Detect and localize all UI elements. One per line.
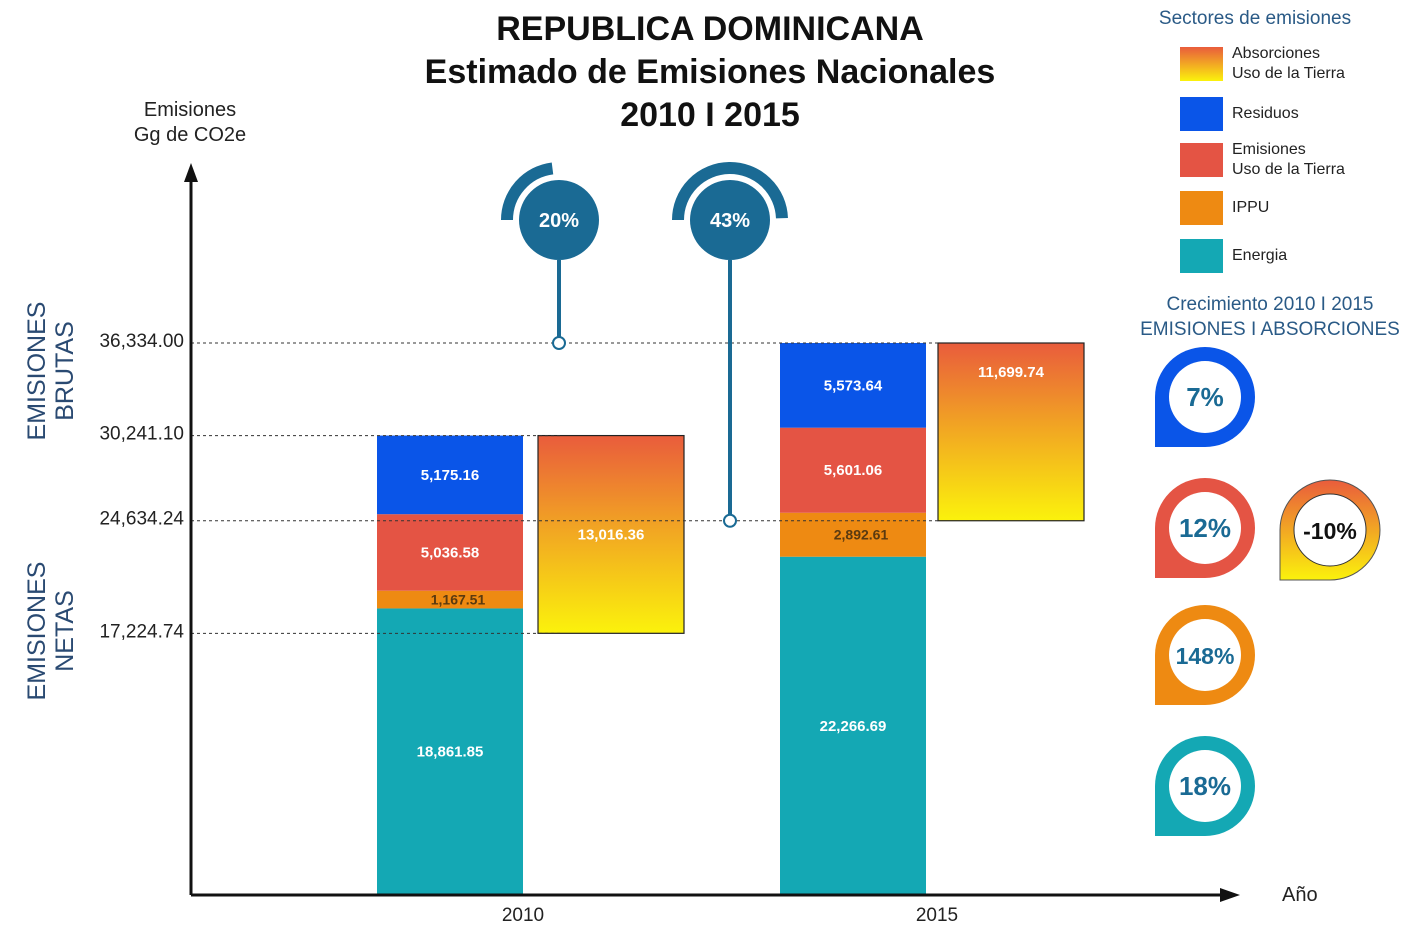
data-label: 1,167.51 xyxy=(431,592,486,608)
growth-marker-inner xyxy=(1169,361,1241,433)
data-label: 13,016.36 xyxy=(578,526,645,543)
title-line-2: Estimado de Emisiones Nacionales xyxy=(424,53,996,91)
growth-title-line-2: EMISIONES I ABSORCIONES xyxy=(1140,319,1400,340)
legend-swatch xyxy=(1180,191,1223,225)
bar-segment-ippu-2015 xyxy=(780,512,926,557)
legend-label: Energia xyxy=(1232,246,1287,266)
legend-title: Sectores de emisiones xyxy=(1158,8,1352,29)
bar-segment-energia-2010 xyxy=(377,608,523,895)
callout-pin xyxy=(552,336,566,350)
legend-item: Emisiones Uso de la Tierra xyxy=(1180,140,1345,180)
brutas-line-2: BRUTAS xyxy=(51,321,79,421)
bars-layer: 18,861.85 1,167.51 5,036.58 5,175.16 13,016.… xyxy=(377,342,1085,895)
data-label: 5,036.58 xyxy=(421,544,479,561)
y-axis-label: Emisiones Gg de CO2e xyxy=(100,98,280,148)
bar-segment-emisiones-uso-de-la-tierra-2015 xyxy=(780,427,926,513)
bar-segment-residuos-2015 xyxy=(780,343,926,428)
legend-label: IPPU xyxy=(1232,198,1269,218)
legend-item: IPPU xyxy=(1180,191,1269,225)
growth-callouts-layer: 20% 43% xyxy=(501,162,788,528)
callout-label: 20% xyxy=(539,210,579,232)
legend-label-line-1: Energia xyxy=(1232,247,1288,264)
callout-circle xyxy=(519,180,599,260)
x-tick-label: 2015 xyxy=(916,905,958,926)
legend-label-line-1: Emisiones xyxy=(1232,141,1306,158)
legend-item: Residuos xyxy=(1180,97,1299,131)
growth-marker-label: 12% xyxy=(1179,513,1231,543)
legend-swatch xyxy=(1180,143,1223,177)
growth-marker-label: 7% xyxy=(1186,382,1224,412)
callout-label: 43% xyxy=(710,210,750,232)
legend-label-line-1: IPPU xyxy=(1232,199,1270,216)
callout-pin xyxy=(723,513,737,528)
legend-item: Energia xyxy=(1180,239,1287,273)
legend-label-line-1: Residuos xyxy=(1232,105,1299,122)
callout-arc xyxy=(501,162,554,221)
legend-label: Residuos xyxy=(1232,104,1299,124)
growth-marker-inner xyxy=(1169,492,1241,564)
y-tick-label: 36,334.00 xyxy=(99,331,184,352)
netas-line-1: EMISIONES xyxy=(23,561,51,701)
growth-marker-label: -10% xyxy=(1303,518,1357,544)
chart-title: REPUBLICA DOMINICANA Estimado de Emision… xyxy=(380,8,1040,137)
callout-circle xyxy=(690,180,770,260)
data-label: 18,861.85 xyxy=(417,744,484,761)
growth-title-line-1: Crecimiento 2010 I 2015 xyxy=(1166,294,1374,315)
netas-line-2: NETAS xyxy=(51,590,79,672)
legend-label: Emisiones Uso de la Tierra xyxy=(1232,140,1345,180)
bar-segment-emisiones-uso-de-la-tierra-2010 xyxy=(377,514,523,591)
data-label: 5,601.06 xyxy=(824,462,882,479)
data-label: 5,573.64 xyxy=(824,377,883,394)
y-axis-label-line-1: Emisiones xyxy=(143,99,237,121)
bar-segment-ippu-2010 xyxy=(377,590,523,609)
legend-swatch xyxy=(1180,97,1223,131)
title-line-1: REPUBLICA DOMINICANA xyxy=(496,10,924,48)
title-line-3: 2010 I 2015 xyxy=(620,96,800,134)
growth-marker-inner xyxy=(1169,750,1241,822)
y-tick-label: 30,241.10 xyxy=(99,424,184,445)
x-axis-arrow xyxy=(1220,888,1240,902)
y-tick-label: 24,634.24 xyxy=(99,509,184,530)
legend-label-line-1: Absorciones xyxy=(1232,45,1321,62)
emisiones-netas-label: EMISIONES NETAS xyxy=(23,551,79,711)
x-axis-label: Año xyxy=(1282,884,1318,906)
brutas-line-1: EMISIONES xyxy=(23,301,51,441)
bar-segment-energia-2015 xyxy=(780,556,926,895)
data-label: 5,175.16 xyxy=(421,467,479,484)
y-tick-label: 17,224.74 xyxy=(99,621,184,642)
legend-item: Absorciones Uso de la Tierra xyxy=(1180,44,1345,84)
legend-swatch xyxy=(1180,239,1223,273)
bar-absorciones-2010 xyxy=(537,434,685,634)
x-tick-label: 2010 xyxy=(502,905,544,926)
y-axis-arrow xyxy=(184,163,198,182)
axes-layer: 2010 2015 36,334.00 30,241.10 24,634.24 17,22… xyxy=(99,163,1240,926)
bar-segment-residuos-2010 xyxy=(377,435,523,515)
emisiones-brutas-label: EMISIONES BRUTAS xyxy=(23,291,79,451)
data-label: 2,892.61 xyxy=(834,527,889,543)
y-axis-label-line-2: Gg de CO2e xyxy=(133,124,247,146)
growth-markers-layer: 7% 12% -10% 148% 18% xyxy=(1155,347,1381,836)
data-label: 22,266.69 xyxy=(820,718,887,735)
callout-arc xyxy=(672,162,788,221)
data-label: 11,699.74 xyxy=(978,364,1045,381)
growth-marker-label: 18% xyxy=(1179,771,1231,801)
legend-label: Absorciones Uso de la Tierra xyxy=(1232,44,1345,84)
bar-absorciones-2015 xyxy=(937,342,1085,522)
legend-swatch xyxy=(1180,47,1223,81)
growth-marker-label: 148% xyxy=(1176,643,1235,669)
growth-marker-inner xyxy=(1293,493,1367,567)
growth-title: Crecimiento 2010 I 2015 EMISIONES I ABSO… xyxy=(1110,292,1421,342)
growth-marker-inner xyxy=(1169,619,1241,691)
legend-label-line-2: Uso de la Tierra xyxy=(1232,161,1345,178)
legend-label-line-2: Uso de la Tierra xyxy=(1232,65,1345,82)
